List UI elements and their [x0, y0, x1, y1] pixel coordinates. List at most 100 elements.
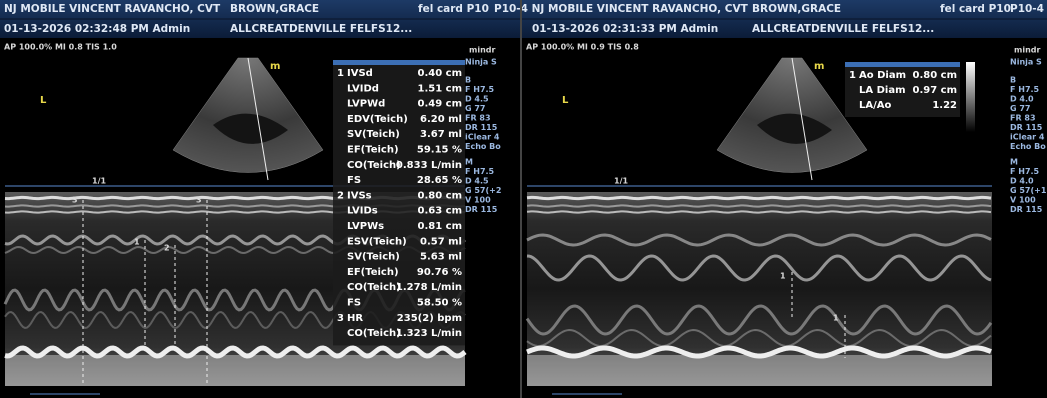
measurement-value: 0.833 L/min	[396, 160, 462, 171]
mmode-label: 1/1	[92, 177, 106, 186]
measurement-name: SV(Teich)	[347, 129, 400, 140]
caliper-label: 1	[833, 314, 839, 323]
header-exam: fel card P10	[940, 3, 1011, 15]
m-line	[791, 57, 813, 181]
measurement-value: 28.65 %	[417, 175, 462, 186]
measurement-group: 3	[337, 313, 344, 324]
imaging-param: DR 115	[1010, 123, 1043, 132]
measurement-name: EF(Teich)	[347, 267, 399, 278]
measurement-value: 5.63 ml	[420, 252, 462, 263]
measurement-value: 0.40 cm	[417, 68, 462, 79]
header-panel-id: P10-4	[1010, 3, 1044, 15]
imaging-param: M	[1010, 158, 1018, 167]
imaging-param: D 4.5	[465, 95, 489, 104]
measurement-value: 0.80 cm	[417, 190, 462, 201]
header-site: NJ MOBILE VINCENT RAVANCHO, CVT	[4, 3, 221, 15]
model: Ninja S	[465, 58, 497, 67]
mmode-wall	[526, 254, 992, 282]
measurement-name: EDV(Teich)	[347, 114, 408, 125]
measurement-value: 59.15 %	[417, 145, 462, 156]
acoustic-output: AP 100.0% MI 0.9 TIS 0.8	[526, 43, 639, 52]
imaging-param: G 77	[1010, 104, 1030, 113]
imaging-param: F H7.5	[1010, 167, 1040, 176]
imaging-param: G 57(+2	[465, 186, 501, 195]
measurement-name: LA Diam	[859, 85, 906, 96]
imaging-param: FR 83	[465, 114, 491, 123]
imaging-param: F H7.5	[1010, 85, 1040, 94]
measurement-value: 1.22	[932, 100, 957, 111]
header-datetime: 01-13-2026 02:32:48 PM Admin	[4, 23, 190, 35]
measurement-name: CO(Teich)	[347, 328, 401, 339]
measurement-value: 3.67 ml	[420, 129, 462, 140]
measurement-value: 0.63 cm	[417, 206, 462, 217]
caliper-label: 3	[196, 196, 202, 205]
brand: mindr	[1014, 46, 1041, 55]
measurement-value: 90.76 %	[417, 267, 462, 278]
imaging-param: B	[1010, 76, 1016, 85]
measurement-box	[333, 60, 465, 346]
mmode-pericardium-edge	[526, 345, 992, 359]
measurement-value: 1.278 L/min	[396, 282, 462, 293]
header-patient: BROWN,GRACE	[752, 3, 841, 15]
measurement-value: 1.323 L/min	[396, 328, 462, 339]
imaging-param: F H7.5	[465, 167, 495, 176]
measurement-name: FS	[347, 175, 361, 186]
measurement-name: LVIDs	[347, 206, 378, 217]
mmode-wall	[526, 233, 992, 247]
imaging-param: V 100	[465, 196, 491, 205]
imaging-param: Echo Bo	[465, 142, 501, 151]
caliper-label: 3	[72, 196, 78, 205]
imaging-param: DR 115	[465, 123, 498, 132]
measurement-name: EF(Teich)	[347, 145, 399, 156]
probe-marker: m	[270, 61, 280, 72]
mmode-wall	[525, 304, 993, 336]
measurement-name: LVPWd	[347, 99, 385, 110]
caliper-label: 1	[134, 238, 140, 247]
measurement-name: CO(Teich)	[347, 160, 401, 171]
imaging-param: DR 115	[1010, 205, 1043, 214]
measurement-name: ESV(Teich)	[347, 236, 407, 247]
caliper-label: 1	[780, 272, 786, 281]
header-exam: fel card P10	[418, 3, 489, 15]
measurement-name: CO(Teich)	[347, 282, 401, 293]
measurement-box	[845, 62, 960, 117]
model: Ninja S	[1010, 58, 1042, 67]
mmode-pericardium	[5, 355, 465, 386]
measurement-value: 58.50 %	[417, 298, 462, 309]
imaging-param: D 4.0	[1010, 95, 1034, 104]
acoustic-output: AP 100.0% MI 0.8 TIS 1.0	[4, 43, 117, 52]
measurement-value: 0.97 cm	[912, 85, 957, 96]
measurement-name: HR	[347, 313, 363, 324]
caliper-label: 2	[164, 244, 170, 253]
measurement-name: IVSs	[347, 190, 372, 201]
measurement-name: SV(Teich)	[347, 252, 400, 263]
imaging-param: D 4.5	[465, 177, 489, 186]
measurement-name: LA/Ao	[859, 100, 892, 111]
measurement-value: 0.81 cm	[417, 221, 462, 232]
m-line	[247, 57, 269, 181]
measurement-name: LVPWs	[347, 221, 384, 232]
measurement-box-bar	[845, 62, 960, 67]
imaging-param: M	[465, 158, 473, 167]
mmode-label: 1/1	[614, 177, 628, 186]
measurement-name: Ao Diam	[859, 70, 906, 81]
measurement-name: LVIDd	[347, 83, 379, 94]
imaging-param: iClear 4	[1010, 133, 1045, 142]
header-institution: ALLCREATDENVILLE FELFS12...	[230, 23, 412, 35]
imaging-param: Echo Bo	[1010, 142, 1046, 151]
gray-scale-bar	[966, 62, 975, 132]
sector-cavity	[757, 113, 832, 144]
imaging-param: F H7.5	[465, 85, 495, 94]
measurement-group: 2	[337, 190, 344, 201]
header-institution: ALLCREATDENVILLE FELFS12...	[752, 23, 934, 35]
imaging-param: G 57(+1	[1010, 186, 1047, 195]
imaging-param: G 77	[465, 104, 485, 113]
probe-marker: m	[814, 61, 824, 72]
measurement-name: FS	[347, 298, 361, 309]
sector-cavity	[213, 113, 288, 144]
mmode-band	[526, 204, 992, 208]
header-site: P10-4 NJ MOBILE VINCENT RAVANCHO, CVT	[494, 3, 749, 15]
brand: mindr	[469, 46, 496, 55]
